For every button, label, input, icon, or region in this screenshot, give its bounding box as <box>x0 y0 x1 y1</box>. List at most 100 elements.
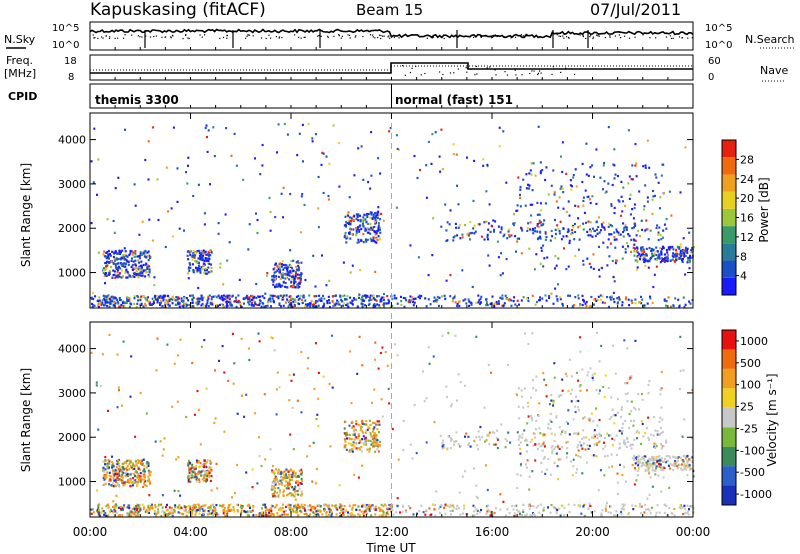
range-gate-cell <box>458 491 461 494</box>
range-gate-cell <box>356 372 359 375</box>
range-gate-cell <box>99 385 102 388</box>
range-gate-cell <box>233 132 236 135</box>
range-gate-cell <box>118 275 121 278</box>
range-gate-cell <box>297 475 300 478</box>
range-gate-cell <box>638 190 641 193</box>
range-gate-cell <box>577 409 580 412</box>
range-gate-cell <box>598 389 601 392</box>
range-gate-cell <box>186 254 189 257</box>
noise-search-point <box>558 35 560 37</box>
range-gate-cell <box>499 493 502 496</box>
range-gate-cell <box>616 297 619 300</box>
range-gate-cell <box>140 264 143 268</box>
range-gate-cell <box>285 487 288 490</box>
range-gate-cell <box>295 265 297 268</box>
noise-tick-right-bottom: 10^0 <box>705 40 732 51</box>
range-gate-cell <box>285 276 288 279</box>
range-gate-cell <box>459 237 462 240</box>
range-gate-cell <box>588 262 591 265</box>
range-gate-cell <box>195 506 197 509</box>
range-gate-cell <box>367 303 370 306</box>
range-gate-cell <box>563 506 566 509</box>
range-gate-cell <box>130 259 133 262</box>
range-gate-cell <box>278 263 281 266</box>
range-gate-cell <box>133 297 136 300</box>
range-gate-cell <box>494 507 497 510</box>
range-gate-cell <box>338 303 341 306</box>
range-gate-cell <box>187 299 190 302</box>
range-gate-cell <box>506 298 509 301</box>
range-gate-cell <box>464 224 466 227</box>
range-gate-cell <box>378 431 380 434</box>
range-gate-cell <box>311 303 314 306</box>
range-gate-cell <box>393 297 396 300</box>
range-gate-cell <box>352 444 355 447</box>
range-gate-cell <box>205 477 208 480</box>
range-gate-cell <box>282 216 284 219</box>
range-gate-cell <box>113 231 116 234</box>
range-gate-cell <box>524 204 527 207</box>
range-gate-cell <box>483 238 486 241</box>
range-gate-cell <box>133 506 136 509</box>
range-gate-cell <box>443 506 445 509</box>
range-gate-cell <box>134 435 137 438</box>
range-gate-cell <box>438 155 441 158</box>
range-gate-cell <box>518 417 521 420</box>
range-gate-cell <box>433 296 436 299</box>
range-gate-cell <box>647 466 650 469</box>
range-gate-cell <box>308 514 311 518</box>
range-gate-cell <box>506 237 509 240</box>
range-gate-cell <box>142 295 145 298</box>
range-gate-cell <box>121 470 124 473</box>
range-gate-cell <box>633 254 636 257</box>
range-gate-cell <box>372 437 374 441</box>
range-gate-cell <box>377 226 380 229</box>
range-gate-cell <box>479 438 482 441</box>
range-gate-cell <box>289 504 292 507</box>
range-gate-cell <box>638 252 641 255</box>
range-gate-cell <box>480 295 483 298</box>
range-gate-cell <box>134 252 137 255</box>
range-gate-cell <box>593 510 596 513</box>
range-gate-cell <box>252 304 255 307</box>
range-gate-cell <box>148 271 151 274</box>
range-gate-cell <box>228 504 231 507</box>
range-gate-cell <box>527 299 530 303</box>
range-gate-cell <box>665 304 667 307</box>
range-gate-cell <box>270 512 273 516</box>
range-gate-cell <box>247 248 250 251</box>
range-gate-cell <box>530 415 532 418</box>
range-gate-cell <box>137 467 140 470</box>
range-gate-cell <box>191 263 194 266</box>
range-gate-cell <box>520 299 523 302</box>
range-gate-cell <box>111 276 114 279</box>
range-gate-cell <box>677 456 680 459</box>
range-gate-cell <box>190 465 193 468</box>
range-gate-cell <box>262 503 265 506</box>
range-gate-cell <box>642 248 645 251</box>
range-gate-cell <box>541 443 544 446</box>
range-gate-cell <box>665 227 668 230</box>
range-gate-cell <box>205 259 208 262</box>
range-gate-cell <box>206 150 209 153</box>
range-gate-cell <box>598 392 601 395</box>
range-gate-cell <box>222 508 225 512</box>
range-gate-cell <box>200 474 203 477</box>
range-gate-cell <box>103 267 106 270</box>
range-gate-cell <box>486 303 489 307</box>
range-gate-cell <box>298 302 301 306</box>
range-gate-cell <box>513 512 516 515</box>
range-gate-cell <box>194 475 196 478</box>
range-gate-cell <box>117 274 120 277</box>
range-gate-cell <box>112 482 115 485</box>
range-gate-cell <box>189 507 192 510</box>
range-gate-cell <box>444 505 447 508</box>
range-gate-cell <box>643 455 646 458</box>
range-gate-cell <box>592 454 595 457</box>
range-gate-cell <box>418 297 421 300</box>
range-gate-cell <box>431 133 434 136</box>
range-gate-cell <box>287 484 290 487</box>
range-gate-cell <box>222 512 225 515</box>
range-gate-cell <box>148 508 151 511</box>
range-gate-cell <box>626 392 629 395</box>
